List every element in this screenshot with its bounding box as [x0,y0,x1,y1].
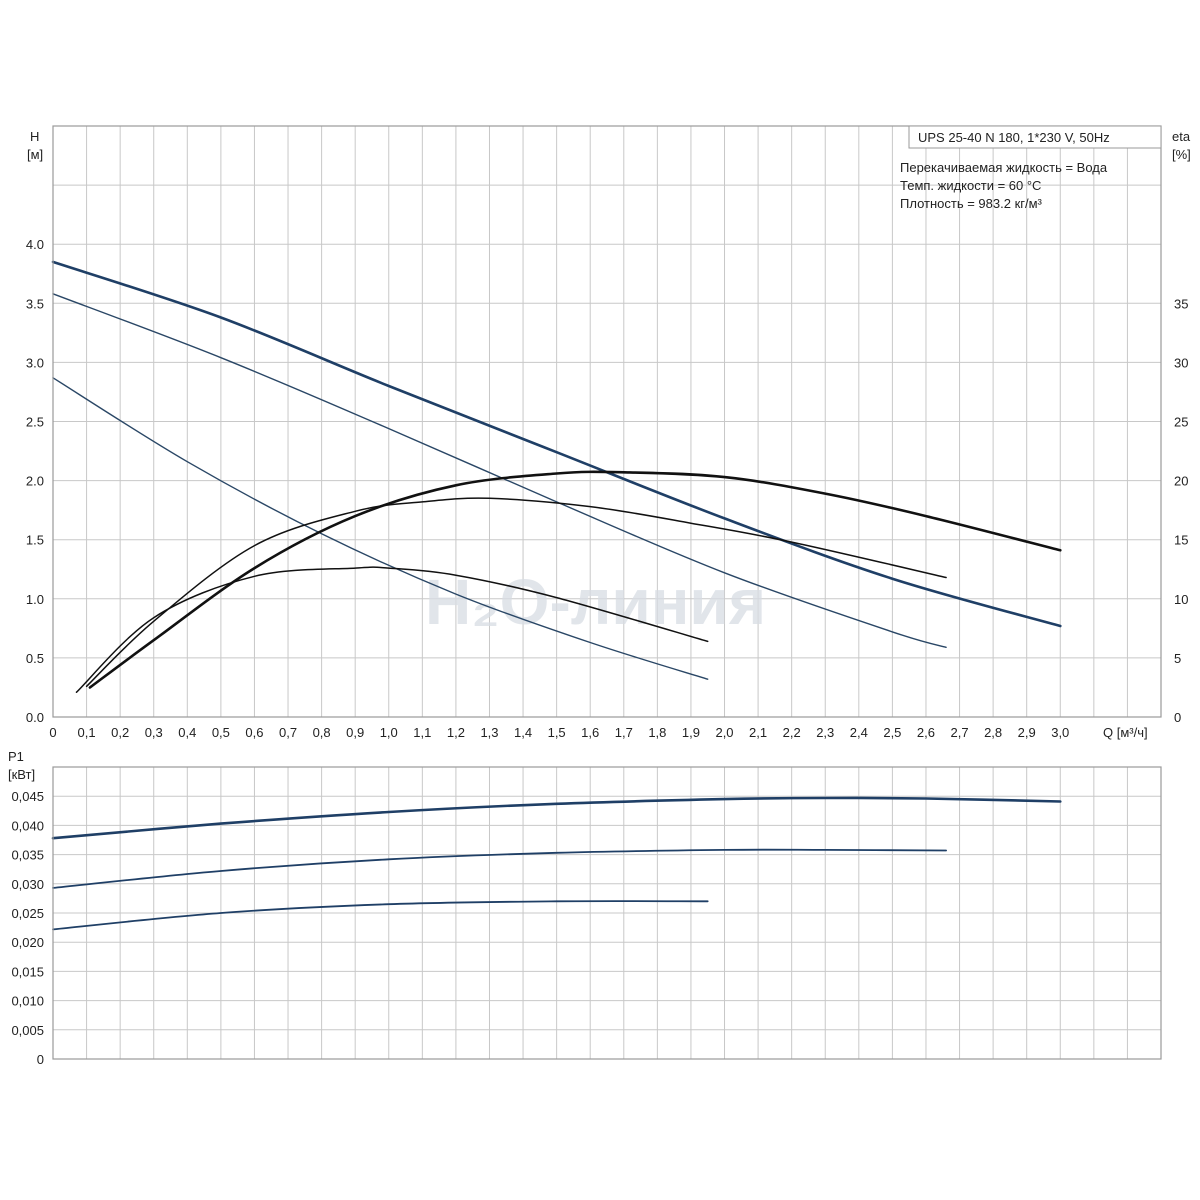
x-tick-label: 0,4 [178,725,196,740]
y-tick-label: 4.0 [26,237,44,252]
power-curve-speed-3 [51,796,1062,840]
x-tick-label: 0,1 [78,725,96,740]
x-tick-label: 0,7 [279,725,297,740]
x-axis-title: Q [м³/ч] [1103,725,1148,740]
p1-axis-unit: [кВт] [8,767,35,782]
x-tick-label: 1,7 [615,725,633,740]
power-curve-speed-2 [52,848,947,889]
y-axis-title: H [30,129,39,144]
y-right-tick-label: 30 [1174,355,1188,370]
x-tick-label: 2,1 [749,725,767,740]
x-tick-label: 1,6 [581,725,599,740]
x-tick-label: 1,5 [548,725,566,740]
x-tick-label: 2,5 [883,725,901,740]
y-tick-label: 3.5 [26,296,44,311]
head-curve-speed-3 [51,260,1062,628]
y-tick-label: 1.0 [26,592,44,607]
efficiency-curve-speed-1 [75,566,709,693]
info-box: UPS 25-40 N 180, 1*230 V, 50Hz Перекачив… [900,125,1162,211]
info-title: UPS 25-40 N 180, 1*230 V, 50Hz [918,130,1110,145]
x-tick-label: 0 [49,725,56,740]
info-liquid: Перекачиваемая жидкость = Вода [900,160,1108,175]
info-temperature: Темп. жидкости = 60 °C [900,178,1041,193]
x-tick-label: 1,1 [413,725,431,740]
y-tick-label: 1.5 [26,533,44,548]
y-right-tick-label: 20 [1174,474,1188,489]
efficiency-curve-speed-2 [85,497,947,688]
p1-axis-title: P1 [8,749,24,764]
x-tick-label: 2,9 [1018,725,1036,740]
y-right-tick-label: 10 [1174,592,1188,607]
x-tick-label: 2,6 [917,725,935,740]
y-right-tick-label: 25 [1174,415,1188,430]
x-tick-label: 3,0 [1051,725,1069,740]
x-tick-label: 2,3 [816,725,834,740]
x-tick-label: 1,3 [480,725,498,740]
x-tick-label: 1,0 [380,725,398,740]
p1-tick-label: 0,010 [11,994,44,1009]
x-tick-label: 0,8 [313,725,331,740]
y-right-axis-unit: [%] [1172,147,1191,162]
p1-tick-label: 0 [37,1052,44,1067]
x-tick-label: 0,5 [212,725,230,740]
x-tick-label: 0,3 [145,725,163,740]
p1-tick-label: 0,045 [11,789,44,804]
y-right-tick-label: 15 [1174,533,1188,548]
y-right-tick-label: 35 [1174,296,1188,311]
y-tick-label: 3.0 [26,355,44,370]
bottom-chart-frame [52,766,1162,1060]
x-tick-label: 0,6 [245,725,263,740]
top-chart-frame [52,125,1162,718]
p1-tick-label: 0,030 [11,877,44,892]
y-tick-label: 0.0 [26,710,44,725]
head-curve-speed-1 [52,377,709,680]
y-right-tick-label: 0 [1174,710,1181,725]
power-curve-speed-1 [52,900,709,931]
p1-tick-label: 0,025 [11,906,44,921]
p1-tick-label: 0,040 [11,818,44,833]
x-tick-label: 2,2 [783,725,801,740]
x-tick-label: 2,7 [951,725,969,740]
x-tick-label: 1,2 [447,725,465,740]
x-tick-label: 1,8 [648,725,666,740]
info-density: Плотность = 983.2 кг/м³ [900,196,1043,211]
top-chart-curves [51,260,1062,693]
y-axis-unit: [м] [27,147,43,162]
p1-tick-label: 0,015 [11,964,44,979]
x-tick-label: 2,8 [984,725,1002,740]
x-tick-label: 0,2 [111,725,129,740]
x-tick-label: 0,9 [346,725,364,740]
bottom-y-tick-labels: 0 0,005 0,010 0,015 0,020 0,025 0,030 0,035 0,04… [11,789,44,1067]
y-tick-label: 0.5 [26,651,44,666]
x-tick-label: 2,0 [715,725,733,740]
x-tick-label: 2,4 [850,725,868,740]
head-curve-speed-2 [52,293,947,648]
x-tick-label: 1,9 [682,725,700,740]
top-x-tick-labels: 0 0,1 0,2 0,3 0,4 0,5 0,6 0,7 0,8 0,9 1,0 1,1 1,2 1,3… [49,725,1069,740]
bottom-chart-curves [51,796,1062,931]
top-y-tick-labels: 0.0 0.5 1.0 1.5 2.0 2.5 3.0 3.5 4.0 [26,237,44,725]
x-tick-label: 1,4 [514,725,532,740]
watermark: H₂O-линия [425,566,766,638]
top-y-right-tick-labels: 0 5 10 15 20 25 30 35 [1174,296,1188,725]
y-right-axis-title: eta [1172,129,1191,144]
p1-tick-label: 0,020 [11,935,44,950]
p1-tick-label: 0,035 [11,848,44,863]
p1-tick-label: 0,005 [11,1023,44,1038]
y-right-tick-label: 5 [1174,651,1181,666]
y-tick-label: 2.0 [26,474,44,489]
y-tick-label: 2.5 [26,415,44,430]
